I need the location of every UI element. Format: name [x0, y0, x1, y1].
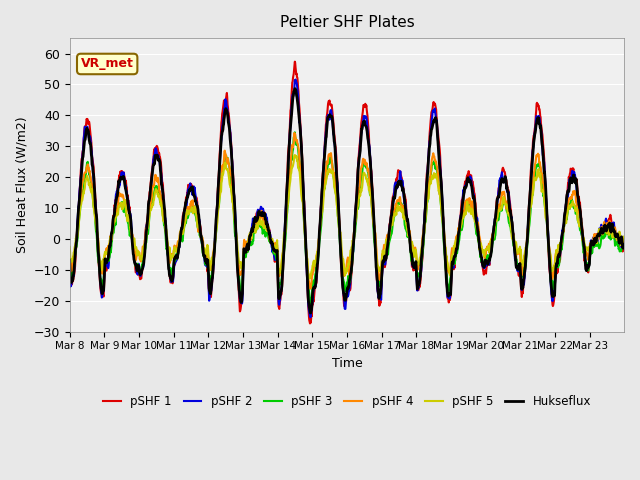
Y-axis label: Soil Heat Flux (W/m2): Soil Heat Flux (W/m2) [15, 117, 28, 253]
Line: pSHF 5: pSHF 5 [70, 155, 625, 278]
pSHF 3 [621, 240, 628, 246]
pSHF 1 [621, 243, 628, 249]
pSHF 4 [323, 158, 330, 164]
pSHF 3 [479, 261, 486, 266]
pSHF 2 [560, 222, 568, 228]
Line: Hukseflux: Hukseflux [70, 89, 625, 313]
pSHF 3 [323, 167, 330, 173]
pSHF 5 [333, 204, 341, 209]
Title: Peltier SHF Plates: Peltier SHF Plates [280, 15, 415, 30]
pSHF 5 [66, 244, 74, 250]
pSHF 4 [66, 248, 74, 254]
Hukseflux [323, 128, 330, 133]
Hukseflux [152, 154, 160, 159]
pSHF 3 [307, 301, 314, 307]
pSHF 3 [66, 253, 74, 259]
pSHF 5 [479, 249, 486, 254]
pSHF 4 [479, 250, 486, 255]
pSHF 5 [621, 236, 628, 242]
pSHF 3 [614, 242, 622, 248]
Hukseflux [307, 310, 314, 316]
pSHF 4 [333, 194, 341, 200]
pSHF 1 [66, 260, 74, 265]
Line: pSHF 1: pSHF 1 [70, 61, 625, 324]
pSHF 5 [152, 189, 160, 195]
pSHF 2 [292, 77, 300, 83]
pSHF 2 [152, 147, 160, 153]
Hukseflux [560, 223, 568, 229]
pSHF 4 [560, 228, 568, 234]
pSHF 5 [291, 152, 298, 158]
pSHF 5 [323, 176, 330, 181]
Hukseflux [479, 261, 486, 266]
pSHF 1 [333, 174, 341, 180]
pSHF 5 [306, 276, 314, 281]
pSHF 1 [614, 236, 622, 241]
pSHF 2 [323, 121, 330, 127]
Hukseflux [291, 86, 299, 92]
pSHF 4 [621, 236, 628, 242]
pSHF 1 [152, 145, 160, 151]
pSHF 2 [614, 235, 622, 241]
Text: VR_met: VR_met [81, 58, 134, 71]
pSHF 3 [333, 202, 341, 207]
pSHF 1 [560, 222, 568, 228]
pSHF 2 [333, 179, 341, 184]
Line: pSHF 2: pSHF 2 [70, 80, 625, 317]
Line: pSHF 3: pSHF 3 [70, 132, 625, 304]
pSHF 4 [614, 232, 622, 238]
pSHF 3 [152, 183, 160, 189]
pSHF 2 [307, 314, 314, 320]
Legend: pSHF 1, pSHF 2, pSHF 3, pSHF 4, pSHF 5, Hukseflux: pSHF 1, pSHF 2, pSHF 3, pSHF 4, pSHF 5, … [99, 390, 596, 413]
Line: pSHF 4: pSHF 4 [70, 133, 625, 288]
pSHF 1 [306, 321, 314, 326]
X-axis label: Time: Time [332, 357, 362, 370]
pSHF 2 [479, 263, 486, 268]
pSHF 4 [307, 286, 314, 291]
pSHF 1 [323, 114, 330, 120]
pSHF 4 [291, 130, 298, 136]
Hukseflux [66, 257, 74, 263]
pSHF 2 [621, 240, 628, 245]
pSHF 2 [66, 259, 74, 265]
pSHF 4 [152, 177, 160, 183]
pSHF 5 [560, 226, 568, 231]
Hukseflux [621, 242, 628, 248]
pSHF 3 [560, 228, 568, 233]
Hukseflux [614, 233, 622, 239]
Hukseflux [333, 180, 341, 185]
pSHF 3 [291, 130, 299, 135]
pSHF 5 [614, 235, 622, 240]
pSHF 1 [479, 264, 486, 269]
pSHF 1 [291, 59, 299, 64]
